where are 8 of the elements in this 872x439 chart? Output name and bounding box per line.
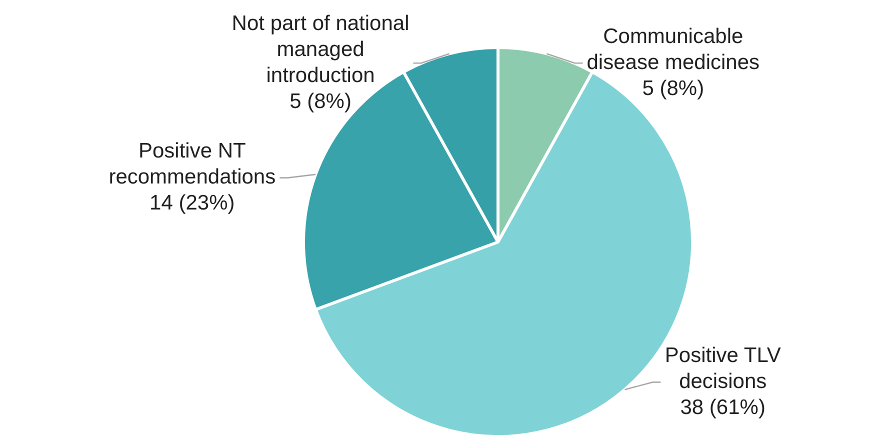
slice-label: Positive NT recommendations [108, 140, 276, 189]
data-label: 38 (61%) [680, 396, 766, 419]
data-label: 5 (8%) [290, 90, 352, 113]
slice-label: Communicable disease medicines [586, 24, 760, 74]
slice-label: Positive TLV decisions [664, 344, 781, 393]
data-label: 5 (8%) [642, 76, 704, 100]
data-label: 14 (23%) [150, 192, 235, 215]
slice-label: Not part of national managed introduction [232, 12, 410, 87]
